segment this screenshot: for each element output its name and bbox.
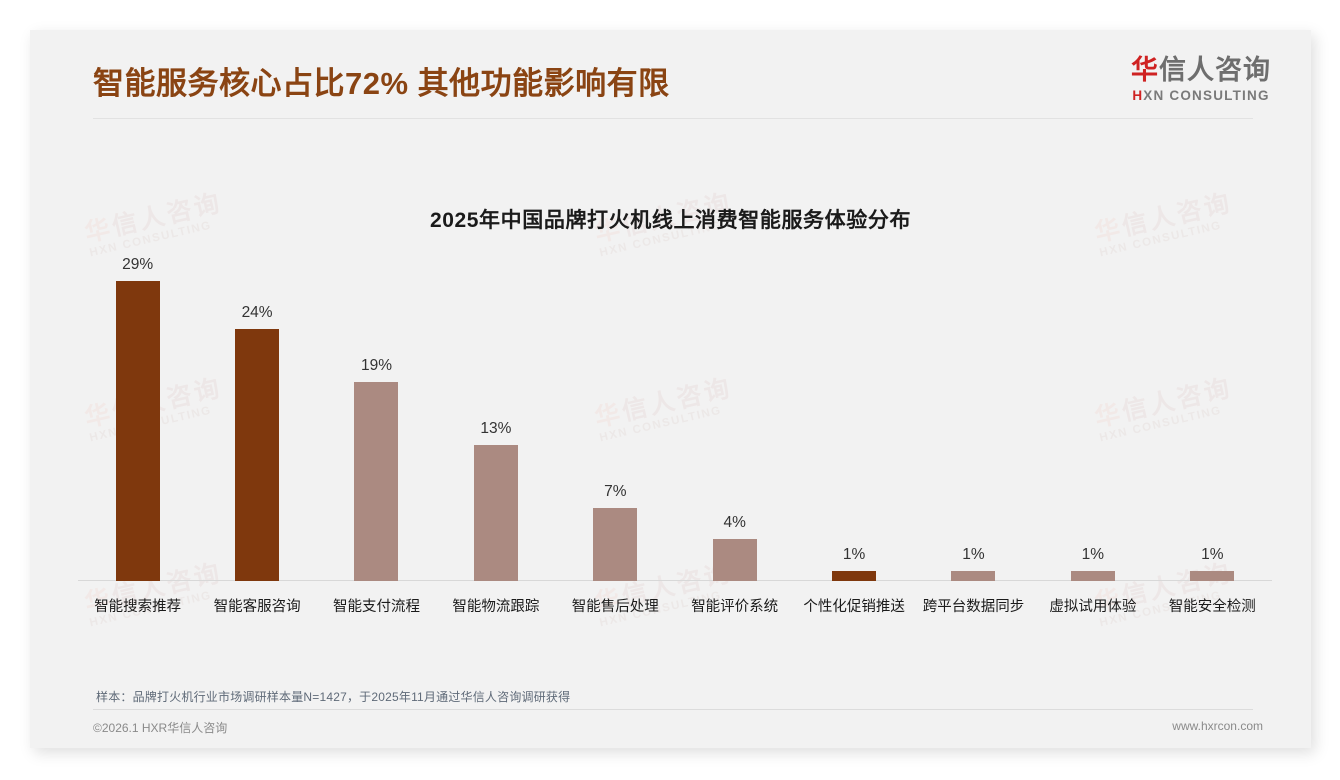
bar-value-label: 1% [842,545,866,563]
bar-group: 1% 跨平台数据同步 [914,256,1033,615]
logo-chinese-text: 华信人咨询 [1131,55,1271,86]
bar-value-label: 1% [1201,545,1224,563]
category-label: 智能搜索推荐 [94,599,182,615]
bar[interactable] [235,329,280,581]
chart-title: 2025年中国品牌打火机线上消费智能服务体验分布 [429,209,912,232]
bar[interactable] [1190,570,1235,581]
bar-value-label: 19% [360,356,392,374]
header-divider [93,118,1253,119]
bar[interactable] [354,381,399,581]
bar[interactable] [115,281,160,581]
bar-group: 1% 虚拟试用体验 [1033,256,1152,615]
chart-footnote: 样本：品牌打火机行业市场调研样本量N=1427，于2025年11月通过华信人咨询… [96,690,571,704]
bar-value-label: 4% [723,514,746,532]
bar-value-label: 29% [122,256,154,273]
slide-header: 智能服务核心占比72% 其他功能影响有限 华信人咨询 HXN CONSULTIN… [30,30,1311,119]
bar[interactable] [593,507,638,581]
bar-value-label: 7% [604,482,627,500]
category-label: 智能售后处理 [571,599,659,615]
bar-group: 4% 智能评价系统 [675,256,794,615]
category-label: 智能物流跟踪 [452,599,540,615]
bar-value-label: 1% [962,545,985,563]
footer-website: www.hxrcon.com [1172,719,1263,733]
bar[interactable] [1070,570,1115,581]
bar-value-label: 1% [1081,545,1105,563]
footer-divider [93,709,1253,710]
bar-value-label: 24% [241,304,273,322]
x-axis-line [78,580,1272,581]
bar-group: 7% 智能售后处理 [556,256,675,615]
bar-group: 19% 智能支付流程 [317,256,436,615]
logo-brand-char: 华 [1131,55,1159,85]
category-label: 虚拟试用体验 [1049,599,1137,615]
bar[interactable] [473,444,518,581]
bar[interactable] [951,570,996,581]
bar-group: 29% 智能搜索推荐 [78,256,197,615]
slide-card: 华信人咨询 HXN CONSULTING 华信人咨询 HXN CONSULTING 华信… [30,30,1311,748]
category-label: 智能安全检测 [1168,599,1256,615]
footer-copyright: ©2026.1 HXR华信人咨询 [93,721,228,735]
bar-group: 24% 智能客服咨询 [197,256,316,615]
logo-english-text: HXN CONSULTING [1131,88,1271,103]
bar-group: 1% 个性化促销推送 [794,256,913,615]
bar[interactable] [712,539,757,581]
category-label: 智能客服咨询 [213,599,301,615]
logo-english-prefix: H [1132,87,1144,103]
category-label: 个性化促销推送 [803,599,905,615]
logo-chinese-rest: 信人咨询 [1159,55,1271,85]
bar-chart-plot: 29% 智能搜索推荐 24% 智能客服咨询 19% 智能支付流程 13% 智能物流跟踪 7% 智能… [78,256,1272,615]
category-label: 跨平台数据同步 [922,599,1025,615]
category-label: 智能评价系统 [691,599,779,615]
logo-english-rest: XN CONSULTING [1143,87,1270,103]
chart-area: 2025年中国品牌打火机线上消费智能服务体验分布 29% 智能搜索推荐 24% 智能客… [30,126,1311,686]
company-logo: 华信人咨询 HXN CONSULTING [1131,55,1271,103]
bar-group: 1% 智能安全检测 [1153,256,1272,615]
page-title: 智能服务核心占比72% 其他功能影响有限 [93,66,670,101]
bar-group: 13% 智能物流跟踪 [436,256,555,615]
category-label: 智能支付流程 [332,599,420,615]
bar[interactable] [832,570,877,581]
bar-value-label: 13% [480,419,512,437]
